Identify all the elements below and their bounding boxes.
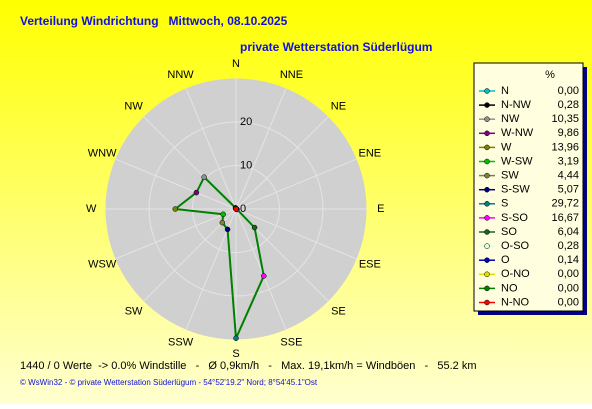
legend-label: N-NO [501,296,530,308]
radar-line [172,175,265,339]
r-tick-label: 20 [240,116,252,128]
spoke [235,208,287,330]
chart-subtitle: private Wetterstation Süderlügum [240,40,432,54]
r-tick-label: 0 [240,203,246,215]
legend-value: 6,04 [558,226,579,238]
legend-label: O-SO [501,240,530,252]
copyright: © WsWin32 - © private Wetterstation Süde… [20,378,318,387]
radar-point [172,206,179,212]
spoke [115,208,237,260]
legend-value: 0,00 [558,268,579,280]
spoke [235,208,357,260]
legend-value: 10,35 [551,113,579,125]
spoke [185,88,237,210]
direction-label: SSE [280,337,302,349]
legend-value: 3,19 [558,155,579,167]
legend-value: 29,72 [551,198,579,210]
legend-marker [484,215,490,221]
legend-value: 4,44 [558,170,579,182]
legend-label: S-SW [501,184,530,196]
radar-point [261,273,267,279]
legend-value: 0,00 [558,296,579,308]
legend-marker [484,229,490,235]
legend-value: 0,14 [558,254,579,266]
direction-label: N [232,58,240,70]
legend-label: O-NO [501,268,530,280]
legend-label: W-SW [501,155,533,167]
legend-label: W [501,141,512,153]
legend-marker [484,172,490,179]
legend-value: 9,86 [558,127,579,139]
legend-value: 13,96 [551,141,579,153]
direction-label: SE [331,305,346,317]
legend-marker [484,243,490,249]
direction-label: E [377,203,384,215]
legend-marker [484,299,490,306]
grid-circle [148,121,324,297]
direction-label: SSW [168,337,194,349]
legend-marker [484,158,490,165]
footer-stats: 1440 / 0 Werte -> 0.0% Windstille - Ø 0,… [20,360,476,372]
chart-title: Verteilung Windrichtung Mittwoch, 08.10.… [20,14,288,28]
direction-label: WSW [88,258,117,270]
legend-value: 16,67 [551,212,579,224]
legend-marker [484,271,490,278]
legend-value: 0,00 [558,282,579,294]
grid-circle [192,165,280,253]
direction-label: NW [124,100,143,112]
direction-label: W [86,203,97,215]
direction-label: NNE [280,69,303,81]
legend-label: O [501,254,510,266]
direction-label: SW [125,305,143,317]
direction-label: ESE [359,258,381,270]
radar-point [224,226,231,233]
legend-marker [484,186,490,193]
direction-label: S [232,348,239,360]
spoke [235,116,329,210]
legend-label: N-NW [501,99,532,111]
legend-marker [484,285,490,292]
radar-point [233,206,239,212]
legend-label: N [501,85,509,97]
legend-label: SW [501,170,519,182]
radar-point [220,211,226,218]
legend-value: 0,28 [558,240,579,252]
legend-marker [484,88,490,94]
radar-point [193,189,200,196]
legend-value: 0,00 [558,85,579,97]
radar-point [219,219,226,226]
radar-point [251,224,258,231]
legend-label: S-SO [501,212,528,224]
legend-label: SO [501,226,517,238]
legend-marker [484,201,490,207]
legend-marker [484,144,490,151]
direction-label: NNW [167,69,194,81]
radar-point [233,335,239,342]
legend-label: NO [501,282,518,294]
direction-label: WNW [88,147,117,159]
legend-marker [484,116,490,122]
r-tick-label: 10 [240,159,252,171]
legend-label: NW [501,113,520,125]
spoke [235,158,357,210]
legend-marker [484,130,490,137]
legend-value: 0,28 [558,99,579,111]
legend-box [473,62,584,312]
legend-title: % [545,69,555,81]
legend-marker [484,257,490,263]
spoke [235,88,287,210]
spoke [115,158,237,210]
legend-value: 5,07 [558,184,579,196]
legend-label: W-NW [501,127,534,139]
legend-label: S [501,198,508,210]
direction-label: NE [331,100,346,112]
direction-label: ENE [359,147,382,159]
radar-point [201,174,207,180]
legend-marker [484,102,490,108]
